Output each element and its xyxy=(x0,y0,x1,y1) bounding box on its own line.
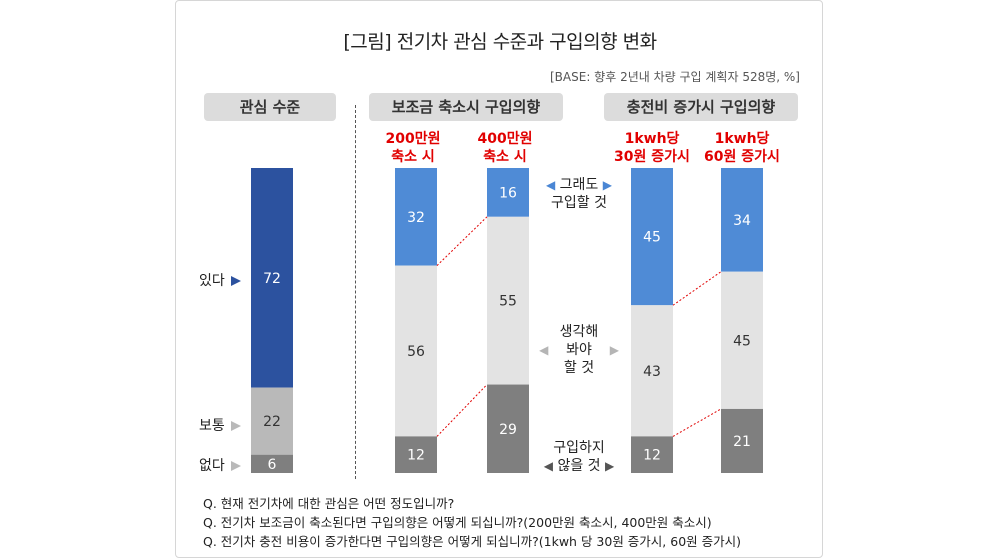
bar-charge-60-segment-middle-label: 45 xyxy=(733,333,751,349)
triangle-left-icon: ◀ xyxy=(543,459,553,473)
bar-interest-segment-bottom xyxy=(251,454,293,473)
label-yes-text: 있다 xyxy=(199,273,225,289)
label-not-buy: 구입하지 ◀ 않을 것 ▶ xyxy=(524,439,634,475)
bar-charge-60-segment-top-label: 34 xyxy=(733,213,751,229)
header-interest: 관심 수준 xyxy=(204,93,336,121)
triangle-right-icon: ▶ xyxy=(609,343,619,357)
column-header-60won-line1: 1kwh당 xyxy=(714,131,770,147)
bar-subsidy-400-segment-top-label: 16 xyxy=(499,185,517,201)
triangle-left-icon: ◀ xyxy=(539,343,549,357)
note-1: Q. 현재 전기차에 대한 관심은 어떤 정도입니까? xyxy=(203,496,455,511)
triangle-right-icon: ▶ xyxy=(602,178,612,192)
chart-title: [그림] 전기차 관심 수준과 구입의향 변화 xyxy=(343,31,657,53)
bar-interest-segment-top-label: 72 xyxy=(263,271,281,287)
bar-subsidy-200-segment-bottom-label: 12 xyxy=(407,448,425,464)
bar-interest-segment-bottom-label: 6 xyxy=(268,457,277,473)
bar-subsidy-200-segment-top-label: 32 xyxy=(407,210,425,226)
bar-subsidy-400-segment-middle xyxy=(487,216,529,385)
bar-subsidy-200-segment-top xyxy=(395,168,437,266)
label-no-text: 없다 xyxy=(199,458,225,474)
bar-subsidy-200-segment-middle xyxy=(395,265,437,437)
bar-charge-60-segment-middle xyxy=(721,271,763,409)
bar-charge-30-segment-bottom-label: 12 xyxy=(643,448,661,464)
label-normal: 보통 xyxy=(199,415,241,435)
connector-line xyxy=(436,384,488,437)
label-not-buy-line2: 않을 것 xyxy=(557,458,601,474)
triangle-right-icon xyxy=(230,421,241,431)
bar-subsidy-400-segment-bottom xyxy=(487,384,529,473)
label-think-line2: 봐야 xyxy=(566,342,592,358)
label-think-line3: 할 것 xyxy=(563,360,595,376)
bar-interest-segment-middle-label: 22 xyxy=(263,414,281,430)
bar-charge-30-segment-middle-label: 43 xyxy=(643,364,661,380)
bar-charge-60-segment-bottom xyxy=(721,408,763,473)
label-think: 생각해 ◀ 봐야 ▶ 할 것 xyxy=(524,323,634,377)
bar-interest-segment-top xyxy=(251,168,293,388)
bar-subsidy-200-segment-bottom xyxy=(395,436,437,473)
triangle-right-icon xyxy=(230,461,241,471)
section-divider xyxy=(355,105,356,479)
triangle-right-icon xyxy=(230,276,241,286)
bar-subsidy-400-segment-top xyxy=(487,168,529,217)
bar-charge-60-segment-top xyxy=(721,168,763,272)
bar-charge-30-segment-top xyxy=(631,168,673,306)
header-subsidy: 보조금 축소시 구입의향 xyxy=(369,93,563,121)
label-normal-text: 보통 xyxy=(199,418,225,434)
base-note: [BASE: 향후 2년내 차량 구입 계획자 528명, %] xyxy=(550,70,800,84)
bar-charge-30-segment-middle xyxy=(631,305,673,437)
column-header-30won-line1: 1kwh당 xyxy=(624,131,680,147)
column-header-400-line2: 축소 시 xyxy=(483,149,527,165)
bar-charge-30-segment-top-label: 45 xyxy=(643,230,661,246)
column-header-30won-line2: 30원 증가시 xyxy=(614,149,690,165)
connector-line xyxy=(672,408,722,437)
column-header-60won: 1kwh당 60원 증가시 xyxy=(687,130,797,166)
bar-charge-30-segment-bottom xyxy=(631,436,673,473)
column-header-200-line1: 200만원 xyxy=(385,131,441,147)
bar-interest-segment-middle xyxy=(251,387,293,455)
note-2: Q. 전기차 보조금이 축소된다면 구입의향은 어떻게 되십니까?(200만원 … xyxy=(203,515,712,530)
column-header-400-line1: 400만원 xyxy=(477,131,533,147)
question-notes: Q. 현재 전기차에 대한 관심은 어떤 정도입니까? Q. 전기차 보조금이 … xyxy=(203,494,741,551)
label-think-line1: 생각해 xyxy=(559,324,599,340)
column-header-200: 200만원 축소 시 xyxy=(358,130,468,166)
note-3: Q. 전기차 충전 비용이 증가한다면 구입의향은 어떻게 되십니까?(1kwh… xyxy=(203,534,742,549)
column-header-60won-line2: 60원 증가시 xyxy=(704,149,780,165)
label-no: 없다 xyxy=(199,455,241,475)
connector-line xyxy=(436,216,488,266)
label-buy-anyway-line2: 구입할 것 xyxy=(551,195,607,211)
label-yes: 있다 xyxy=(199,270,241,290)
triangle-right-icon: ▶ xyxy=(605,459,615,473)
bar-charge-60-segment-bottom-label: 21 xyxy=(733,434,751,450)
header-charging: 충전비 증가시 구입의향 xyxy=(604,93,798,121)
label-not-buy-line1: 구입하지 xyxy=(553,440,605,456)
triangle-left-icon: ◀ xyxy=(545,178,556,192)
column-header-400: 400만원 축소 시 xyxy=(450,130,560,166)
bar-subsidy-400-segment-middle-label: 55 xyxy=(499,294,517,310)
label-buy-anyway-line1: 그래도 xyxy=(559,177,599,193)
bar-subsidy-400-segment-bottom-label: 29 xyxy=(499,422,517,438)
connector-line xyxy=(672,271,722,306)
bar-subsidy-200-segment-middle-label: 56 xyxy=(407,344,425,360)
label-buy-anyway: ◀ 그래도 ▶ 구입할 것 xyxy=(524,176,634,212)
column-header-200-line2: 축소 시 xyxy=(391,149,435,165)
column-header-30won: 1kwh당 30원 증가시 xyxy=(597,130,707,166)
